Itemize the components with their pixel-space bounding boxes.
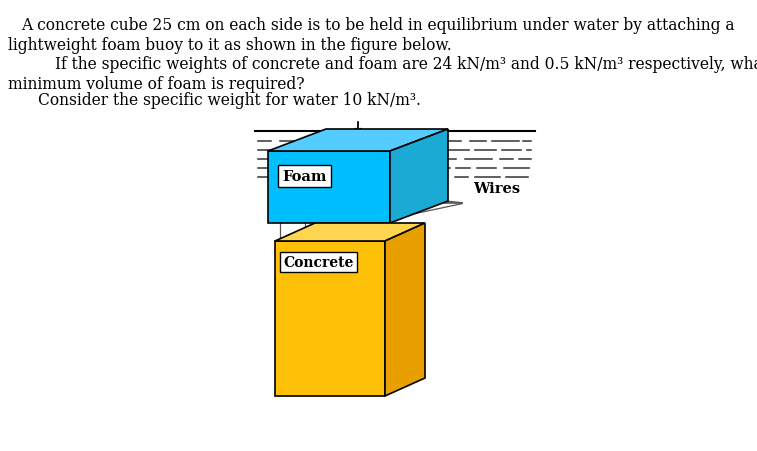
Text: Foam: Foam: [282, 170, 326, 184]
Text: Wires: Wires: [473, 182, 520, 196]
Text: A concrete cube 25 cm on each side is to be held in equilibrium under water by a: A concrete cube 25 cm on each side is to…: [21, 17, 735, 34]
Polygon shape: [275, 224, 425, 241]
Polygon shape: [390, 130, 448, 224]
Text: minimum volume of foam is required?: minimum volume of foam is required?: [8, 76, 304, 93]
Text: Consider the specific weight for water 10 kN/m³.: Consider the specific weight for water 1…: [38, 92, 421, 109]
Bar: [275, 241, 385, 396]
Polygon shape: [385, 224, 425, 396]
Bar: [268, 152, 390, 224]
Text: If the specific weights of concrete and foam are 24 kN/m³ and 0.5 kN/m³ respecti: If the specific weights of concrete and …: [55, 56, 757, 73]
Polygon shape: [268, 130, 448, 152]
Text: Concrete: Concrete: [283, 255, 354, 269]
Text: lightweight foam buoy to it as shown in the figure below.: lightweight foam buoy to it as shown in …: [8, 37, 452, 54]
